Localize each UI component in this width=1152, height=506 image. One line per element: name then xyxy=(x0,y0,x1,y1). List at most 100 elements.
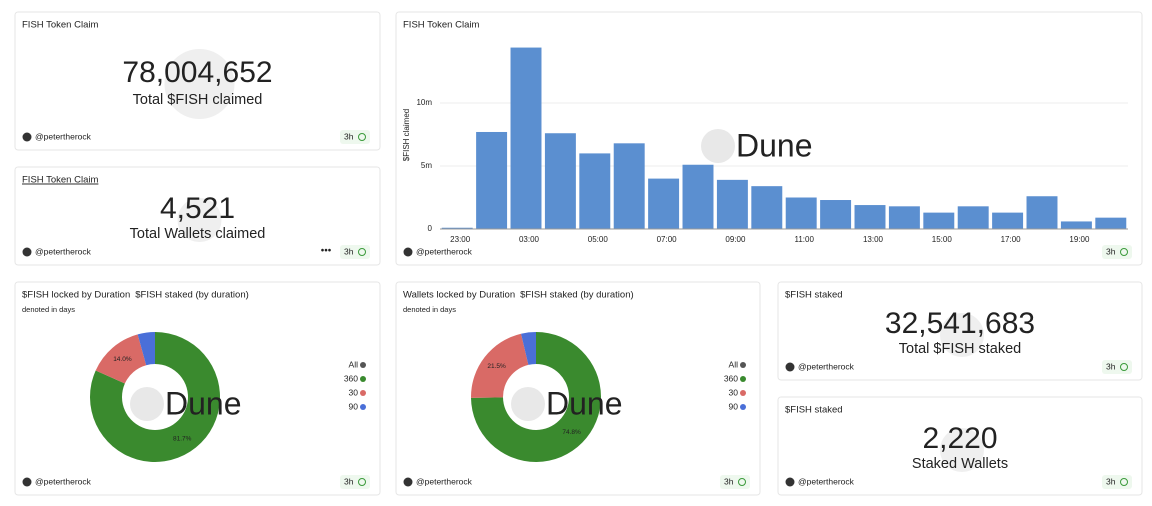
age: 3h xyxy=(1106,246,1116,256)
y-tick-label: 5m xyxy=(421,161,432,170)
age: 3h xyxy=(724,476,734,486)
author[interactable]: @petertherock xyxy=(416,476,473,486)
chart-note: denoted in days xyxy=(22,305,75,314)
chart-title: $FISH locked by Duration xyxy=(22,290,130,301)
bar xyxy=(579,153,611,229)
legend-swatch xyxy=(360,390,366,396)
card-title: $FISH staked xyxy=(785,405,843,416)
avatar xyxy=(22,247,32,257)
slice-label: 21.5% xyxy=(487,363,506,370)
legend-swatch xyxy=(740,362,746,368)
counter-watermark xyxy=(940,428,984,472)
counter-value: 4,521 xyxy=(160,192,235,225)
card-title: $FISH staked xyxy=(785,290,843,301)
menu[interactable]: ••• xyxy=(321,246,332,257)
counter-label: Total $FISH claimed xyxy=(133,92,263,108)
x-tick-label: 13:00 xyxy=(863,235,884,244)
legend-label[interactable]: 30 xyxy=(729,387,739,397)
x-tick-label: 07:00 xyxy=(657,235,678,244)
chart-note: denoted in days xyxy=(403,305,456,314)
chart-title: FISH Token Claim xyxy=(403,20,479,31)
slice-label: 81.7% xyxy=(173,436,192,443)
legend-label[interactable]: 90 xyxy=(729,401,739,411)
bar xyxy=(544,133,576,229)
counter-value: 32,541,683 xyxy=(885,307,1035,340)
check-icon xyxy=(358,133,366,141)
x-tick-label: 15:00 xyxy=(932,235,953,244)
check-icon xyxy=(1120,478,1128,486)
legend-swatch xyxy=(360,404,366,410)
chart-title: Wallets locked by Duration xyxy=(403,290,515,301)
y-tick-label: 0 xyxy=(428,224,433,233)
bar xyxy=(648,178,680,229)
legend-label[interactable]: All xyxy=(349,359,359,369)
legend-swatch xyxy=(360,376,366,382)
x-tick-label: 17:00 xyxy=(1001,235,1022,244)
age: 3h xyxy=(344,246,354,256)
author[interactable]: @petertherock xyxy=(798,476,855,486)
avatar xyxy=(785,477,795,487)
check-icon xyxy=(1120,363,1128,371)
check-icon xyxy=(1120,248,1128,256)
slice-label: 14.0% xyxy=(113,356,132,363)
bar xyxy=(751,186,783,229)
bar xyxy=(1095,217,1127,229)
bar xyxy=(957,206,989,229)
legend-label[interactable]: 360 xyxy=(344,373,358,383)
avatar xyxy=(22,132,32,142)
watermark: Dune xyxy=(165,385,242,421)
bar xyxy=(613,143,645,229)
legend-label[interactable]: All xyxy=(729,359,739,369)
pie-slice xyxy=(137,332,155,366)
age: 3h xyxy=(344,476,354,486)
counter-value: 78,004,652 xyxy=(122,56,272,89)
age: 3h xyxy=(344,131,354,141)
author[interactable]: @petertherock xyxy=(416,246,473,256)
counter-watermark xyxy=(940,313,984,357)
pie-slice xyxy=(471,332,601,463)
author[interactable]: @petertherock xyxy=(35,246,92,256)
check-icon xyxy=(738,478,746,486)
card-title: FISH Token Claim xyxy=(22,20,98,31)
avatar xyxy=(403,247,413,257)
counter-label: Staked Wallets xyxy=(912,456,1008,472)
counter-watermark xyxy=(177,198,222,242)
card-title[interactable]: FISH Token Claim xyxy=(22,175,98,186)
watermark-icon xyxy=(511,387,545,421)
avatar xyxy=(22,477,32,487)
chart-subtitle: $FISH staked (by duration) xyxy=(135,290,249,301)
legend-swatch xyxy=(740,390,746,396)
legend-swatch xyxy=(360,362,366,368)
pie-slice xyxy=(471,333,529,398)
x-tick-label: 03:00 xyxy=(519,235,540,244)
counter-label: Total Wallets claimed xyxy=(130,226,266,242)
bar xyxy=(476,131,508,229)
bar xyxy=(510,47,542,230)
author[interactable]: @petertherock xyxy=(35,131,92,141)
x-tick-label: 23:00 xyxy=(450,235,471,244)
counter-watermark xyxy=(164,49,235,119)
avatar xyxy=(403,477,413,487)
legend-label[interactable]: 90 xyxy=(349,401,359,411)
bar xyxy=(716,179,748,229)
author[interactable]: @petertherock xyxy=(35,476,92,486)
author[interactable]: @petertherock xyxy=(798,361,855,371)
pie-slice xyxy=(521,332,536,365)
slice-label: 74.8% xyxy=(562,429,581,436)
bar xyxy=(682,164,714,229)
legend-swatch xyxy=(740,404,746,410)
counter-value: 2,220 xyxy=(922,422,997,455)
bar xyxy=(785,197,817,229)
legend-label[interactable]: 360 xyxy=(724,373,738,383)
pie-slice xyxy=(90,332,221,462)
legend-swatch xyxy=(740,376,746,382)
watermark-icon xyxy=(130,387,164,421)
legend-label[interactable]: 30 xyxy=(349,387,359,397)
x-tick-label: 05:00 xyxy=(588,235,609,244)
watermark-icon xyxy=(701,129,735,163)
y-axis-label: $FISH claimed xyxy=(402,109,411,161)
watermark: Dune xyxy=(736,127,813,163)
bar xyxy=(820,200,852,229)
counter-label: Total $FISH staked xyxy=(899,341,1022,357)
